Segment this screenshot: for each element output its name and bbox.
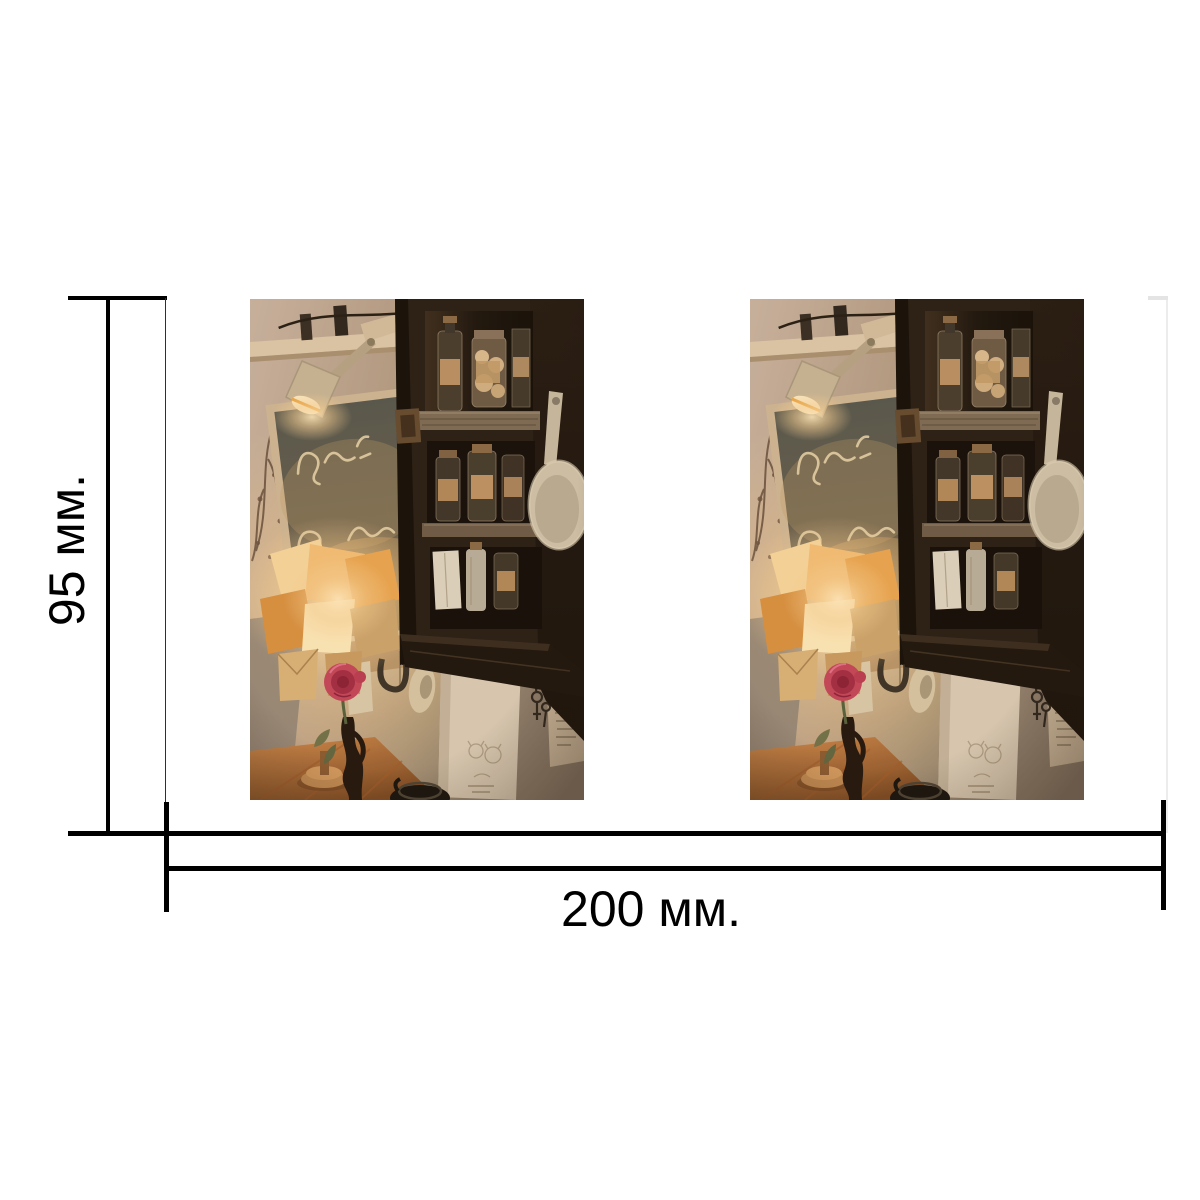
photo-preview-1 bbox=[250, 299, 584, 800]
cafe-photo-illustration bbox=[250, 299, 584, 800]
horizontal-dimension-left-tick bbox=[164, 802, 169, 912]
photo-preview-2 bbox=[750, 299, 1084, 800]
vertical-dimension-line bbox=[106, 298, 110, 835]
sheet-left-edge-line bbox=[165, 298, 166, 833]
horizontal-dimension-label: 200 мм. bbox=[561, 881, 741, 937]
horizontal-dimension-line bbox=[166, 866, 1165, 871]
sheet-right-edge-line bbox=[1166, 298, 1168, 833]
vertical-dimension-label: 95 мм. bbox=[39, 473, 95, 627]
cafe-photo-illustration bbox=[750, 299, 1084, 800]
horizontal-dimension-right-tick bbox=[1161, 800, 1166, 910]
sheet-top-right-mark bbox=[1148, 296, 1168, 300]
vertical-dimension-top-tick bbox=[68, 296, 167, 300]
sheet-bottom-line bbox=[68, 831, 1166, 836]
